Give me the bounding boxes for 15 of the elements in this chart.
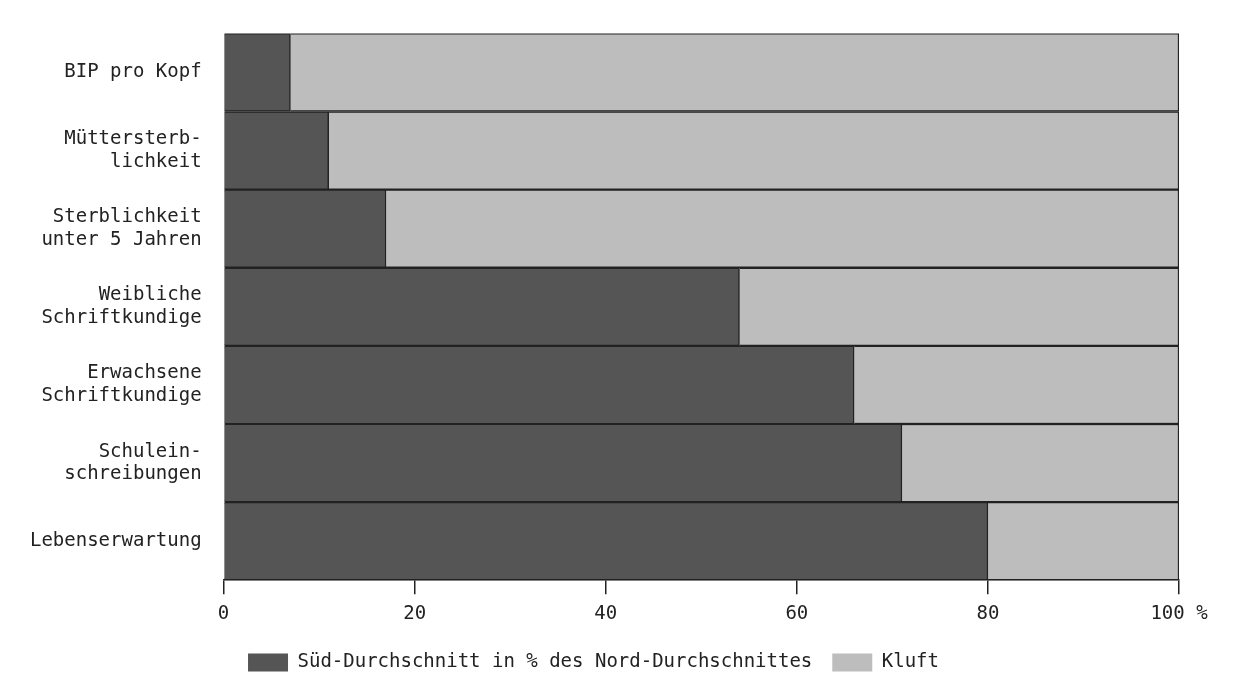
y-tick-label: BIP pro Kopf [64, 59, 202, 82]
y-tick-label: Erwachsene Schriftkundige [41, 360, 202, 406]
y-tick-label: Sterblichkeit unter 5 Jahren [41, 204, 202, 250]
x-tick-label: 100 % [1150, 600, 1209, 623]
x-tick-label: 60 [785, 600, 809, 623]
y-tick-label: Weibliche Schriftkundige [41, 282, 202, 328]
x-tick-label: 0 [217, 600, 230, 623]
y-tick-label: Schulein- schreibungen [64, 438, 202, 484]
x-tick-label: 80 [976, 600, 1000, 623]
legend-label: Kluft [881, 649, 939, 672]
legend-label: Süd-Durchschnitt in % des Nord-Durchschnittes [297, 649, 813, 672]
y-tick-label: Lebenserwartung [29, 528, 202, 551]
y-tick-label: Müttersterb- lichkeit [64, 126, 202, 171]
x-tick-label: 20 [403, 600, 427, 623]
x-tick-label: 40 [594, 600, 618, 623]
